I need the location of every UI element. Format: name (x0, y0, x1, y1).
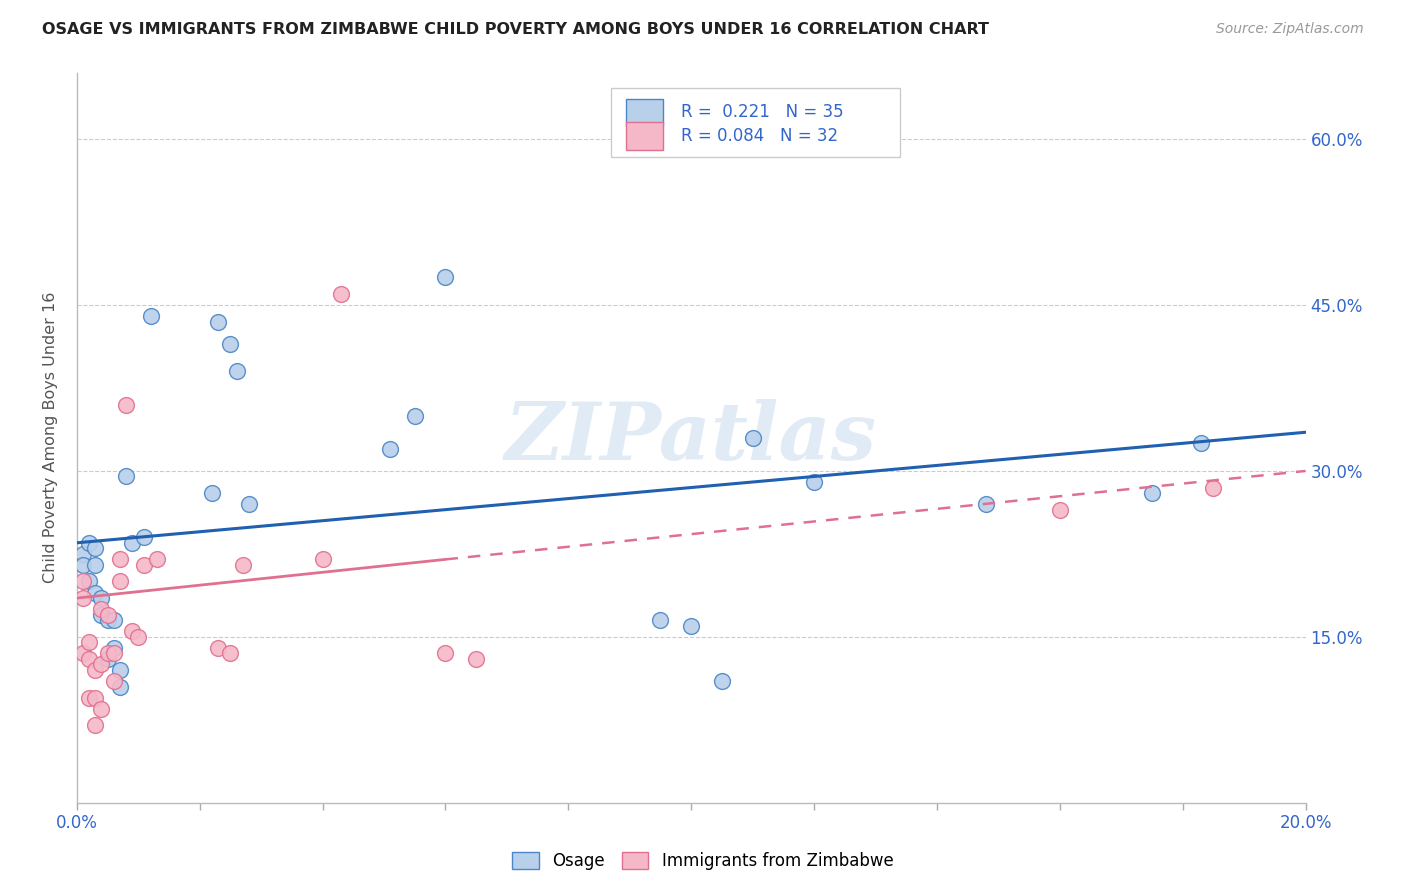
Legend: Osage, Immigrants from Zimbabwe: Osage, Immigrants from Zimbabwe (506, 845, 900, 877)
Point (108, 552, 131, 566)
Point (238, 497, 260, 511)
Text: OSAGE VS IMMIGRANTS FROM ZIMBABWE CHILD POVERTY AMONG BOYS UNDER 16 CORRELATION : OSAGE VS IMMIGRANTS FROM ZIMBABWE CHILD … (42, 22, 990, 37)
Point (330, 287, 353, 301)
Point (103, 640, 125, 655)
Point (127, 630, 149, 644)
Point (90, 591, 112, 605)
Point (207, 640, 229, 655)
Point (219, 646, 242, 660)
Point (121, 624, 143, 639)
Point (72, 574, 94, 589)
Point (72, 547, 94, 561)
Point (84, 585, 107, 599)
Text: ZIPatlas: ZIPatlas (505, 399, 877, 476)
Point (134, 530, 156, 544)
Point (84, 558, 107, 572)
Point (710, 673, 733, 688)
Point (108, 680, 131, 694)
Point (201, 486, 224, 500)
Point (77, 652, 100, 666)
Point (90, 657, 112, 672)
Point (77, 574, 100, 589)
Point (1140, 486, 1163, 500)
Point (84, 541, 107, 556)
Point (121, 536, 143, 550)
Point (434, 270, 457, 285)
Point (650, 613, 672, 627)
Point (681, 618, 703, 632)
Point (1189, 436, 1212, 450)
Text: R =  0.221   N = 35: R = 0.221 N = 35 (682, 103, 844, 121)
Point (465, 652, 488, 666)
Point (90, 602, 112, 616)
Point (134, 558, 156, 572)
Text: Source: ZipAtlas.com: Source: ZipAtlas.com (1216, 22, 1364, 37)
Point (72, 646, 94, 660)
Point (97, 607, 120, 622)
Point (311, 552, 333, 566)
Point (404, 409, 426, 423)
Point (84, 663, 107, 677)
Point (77, 635, 100, 649)
Point (974, 497, 997, 511)
Point (103, 673, 125, 688)
FancyBboxPatch shape (626, 98, 664, 127)
Point (84, 690, 107, 705)
Point (77, 690, 100, 705)
Point (103, 646, 125, 660)
Point (115, 469, 138, 483)
Point (232, 558, 254, 572)
Point (72, 591, 94, 605)
Point (97, 613, 120, 627)
FancyBboxPatch shape (612, 87, 900, 157)
Point (1202, 481, 1225, 495)
Point (108, 574, 131, 589)
Point (434, 646, 457, 660)
Point (84, 718, 107, 732)
Point (97, 646, 120, 660)
Point (77, 536, 100, 550)
Point (139, 309, 162, 323)
FancyBboxPatch shape (626, 122, 664, 150)
Point (219, 336, 242, 351)
Point (145, 552, 167, 566)
Text: R = 0.084   N = 32: R = 0.084 N = 32 (682, 127, 838, 145)
Point (1049, 502, 1071, 516)
Point (90, 701, 112, 715)
Point (207, 315, 229, 329)
Point (380, 442, 402, 456)
Y-axis label: Child Poverty Among Boys Under 16: Child Poverty Among Boys Under 16 (44, 292, 58, 583)
Point (72, 558, 94, 572)
Point (115, 398, 138, 412)
Point (97, 652, 120, 666)
Point (90, 607, 112, 622)
Point (225, 364, 247, 378)
Point (741, 431, 763, 445)
Point (108, 663, 131, 677)
Point (803, 475, 825, 489)
Point (103, 613, 125, 627)
